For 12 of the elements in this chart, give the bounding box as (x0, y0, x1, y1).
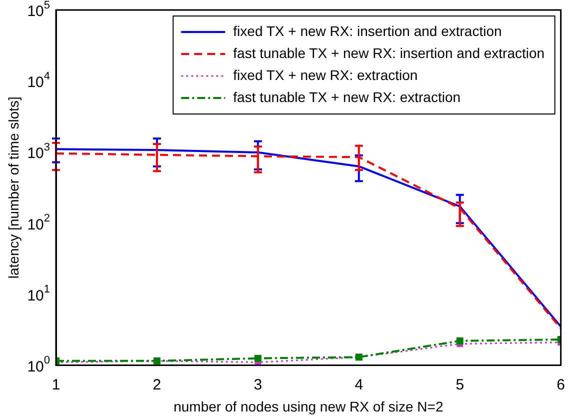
x-tick-label: 4 (354, 376, 364, 394)
legend-label: fixed TX + new RX: insertion and extraction (233, 22, 502, 39)
legend-label: fixed TX + new RX: extraction (233, 66, 418, 83)
y-axis-title: latency [number of time slots] (5, 96, 22, 279)
x-axis-title: number of nodes using new RX of size N=2 (174, 398, 444, 414)
x-tick-label: 3 (254, 376, 262, 394)
x-tick-label: 2 (152, 376, 162, 394)
legend-label: fast tunable TX + new RX: extraction (233, 88, 461, 105)
x-tick-label: 6 (556, 376, 565, 394)
legend-label: fast tunable TX + new RX: insertion and extraction (233, 44, 545, 61)
x-tick-label: 5 (456, 376, 464, 394)
x-tick-label: 1 (52, 376, 60, 394)
